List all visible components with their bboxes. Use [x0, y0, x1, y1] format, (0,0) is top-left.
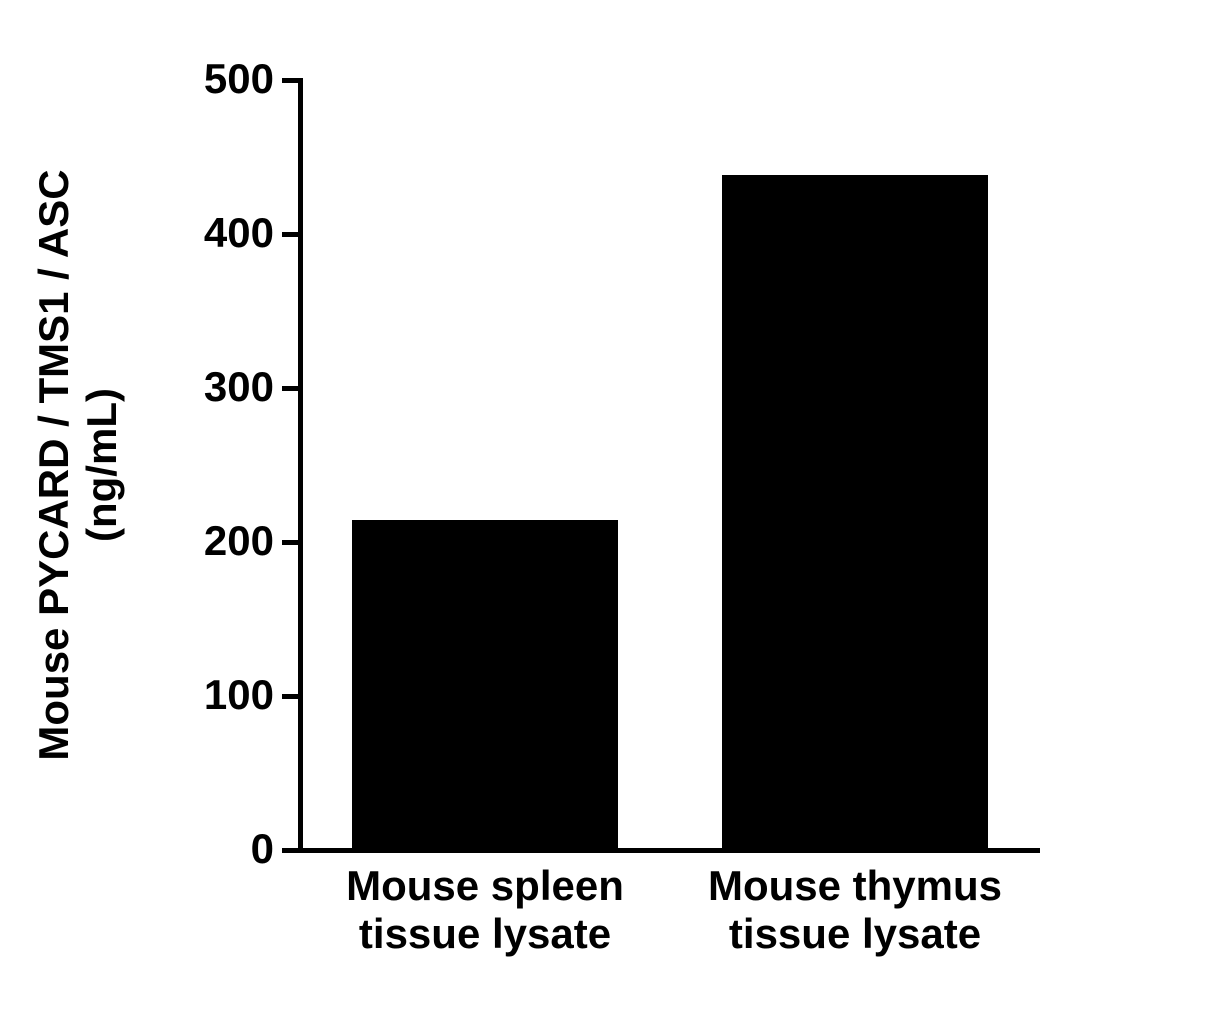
y-tick-label: 500	[164, 55, 274, 103]
plot-area	[300, 80, 1040, 850]
y-tick-label: 200	[164, 517, 274, 565]
y-axis-label: Mouse PYCARD / TMS1 / ASC (ng/mL)	[30, 65, 130, 865]
bar	[722, 175, 988, 850]
y-axis-line	[298, 78, 303, 853]
y-tick-label: 300	[164, 363, 274, 411]
x-tick-label: Mouse thymus tissue lysate	[670, 862, 1040, 959]
y-tick-label: 400	[164, 209, 274, 257]
chart-container: Mouse PYCARD / TMS1 / ASC (ng/mL) 0 100 20…	[0, 0, 1207, 1013]
x-tick-label: Mouse spleen tissue lysate	[300, 862, 670, 959]
bar	[352, 520, 618, 850]
x-axis-line	[298, 848, 1041, 853]
y-tick-label: 100	[164, 671, 274, 719]
y-tick-label: 0	[164, 825, 274, 873]
